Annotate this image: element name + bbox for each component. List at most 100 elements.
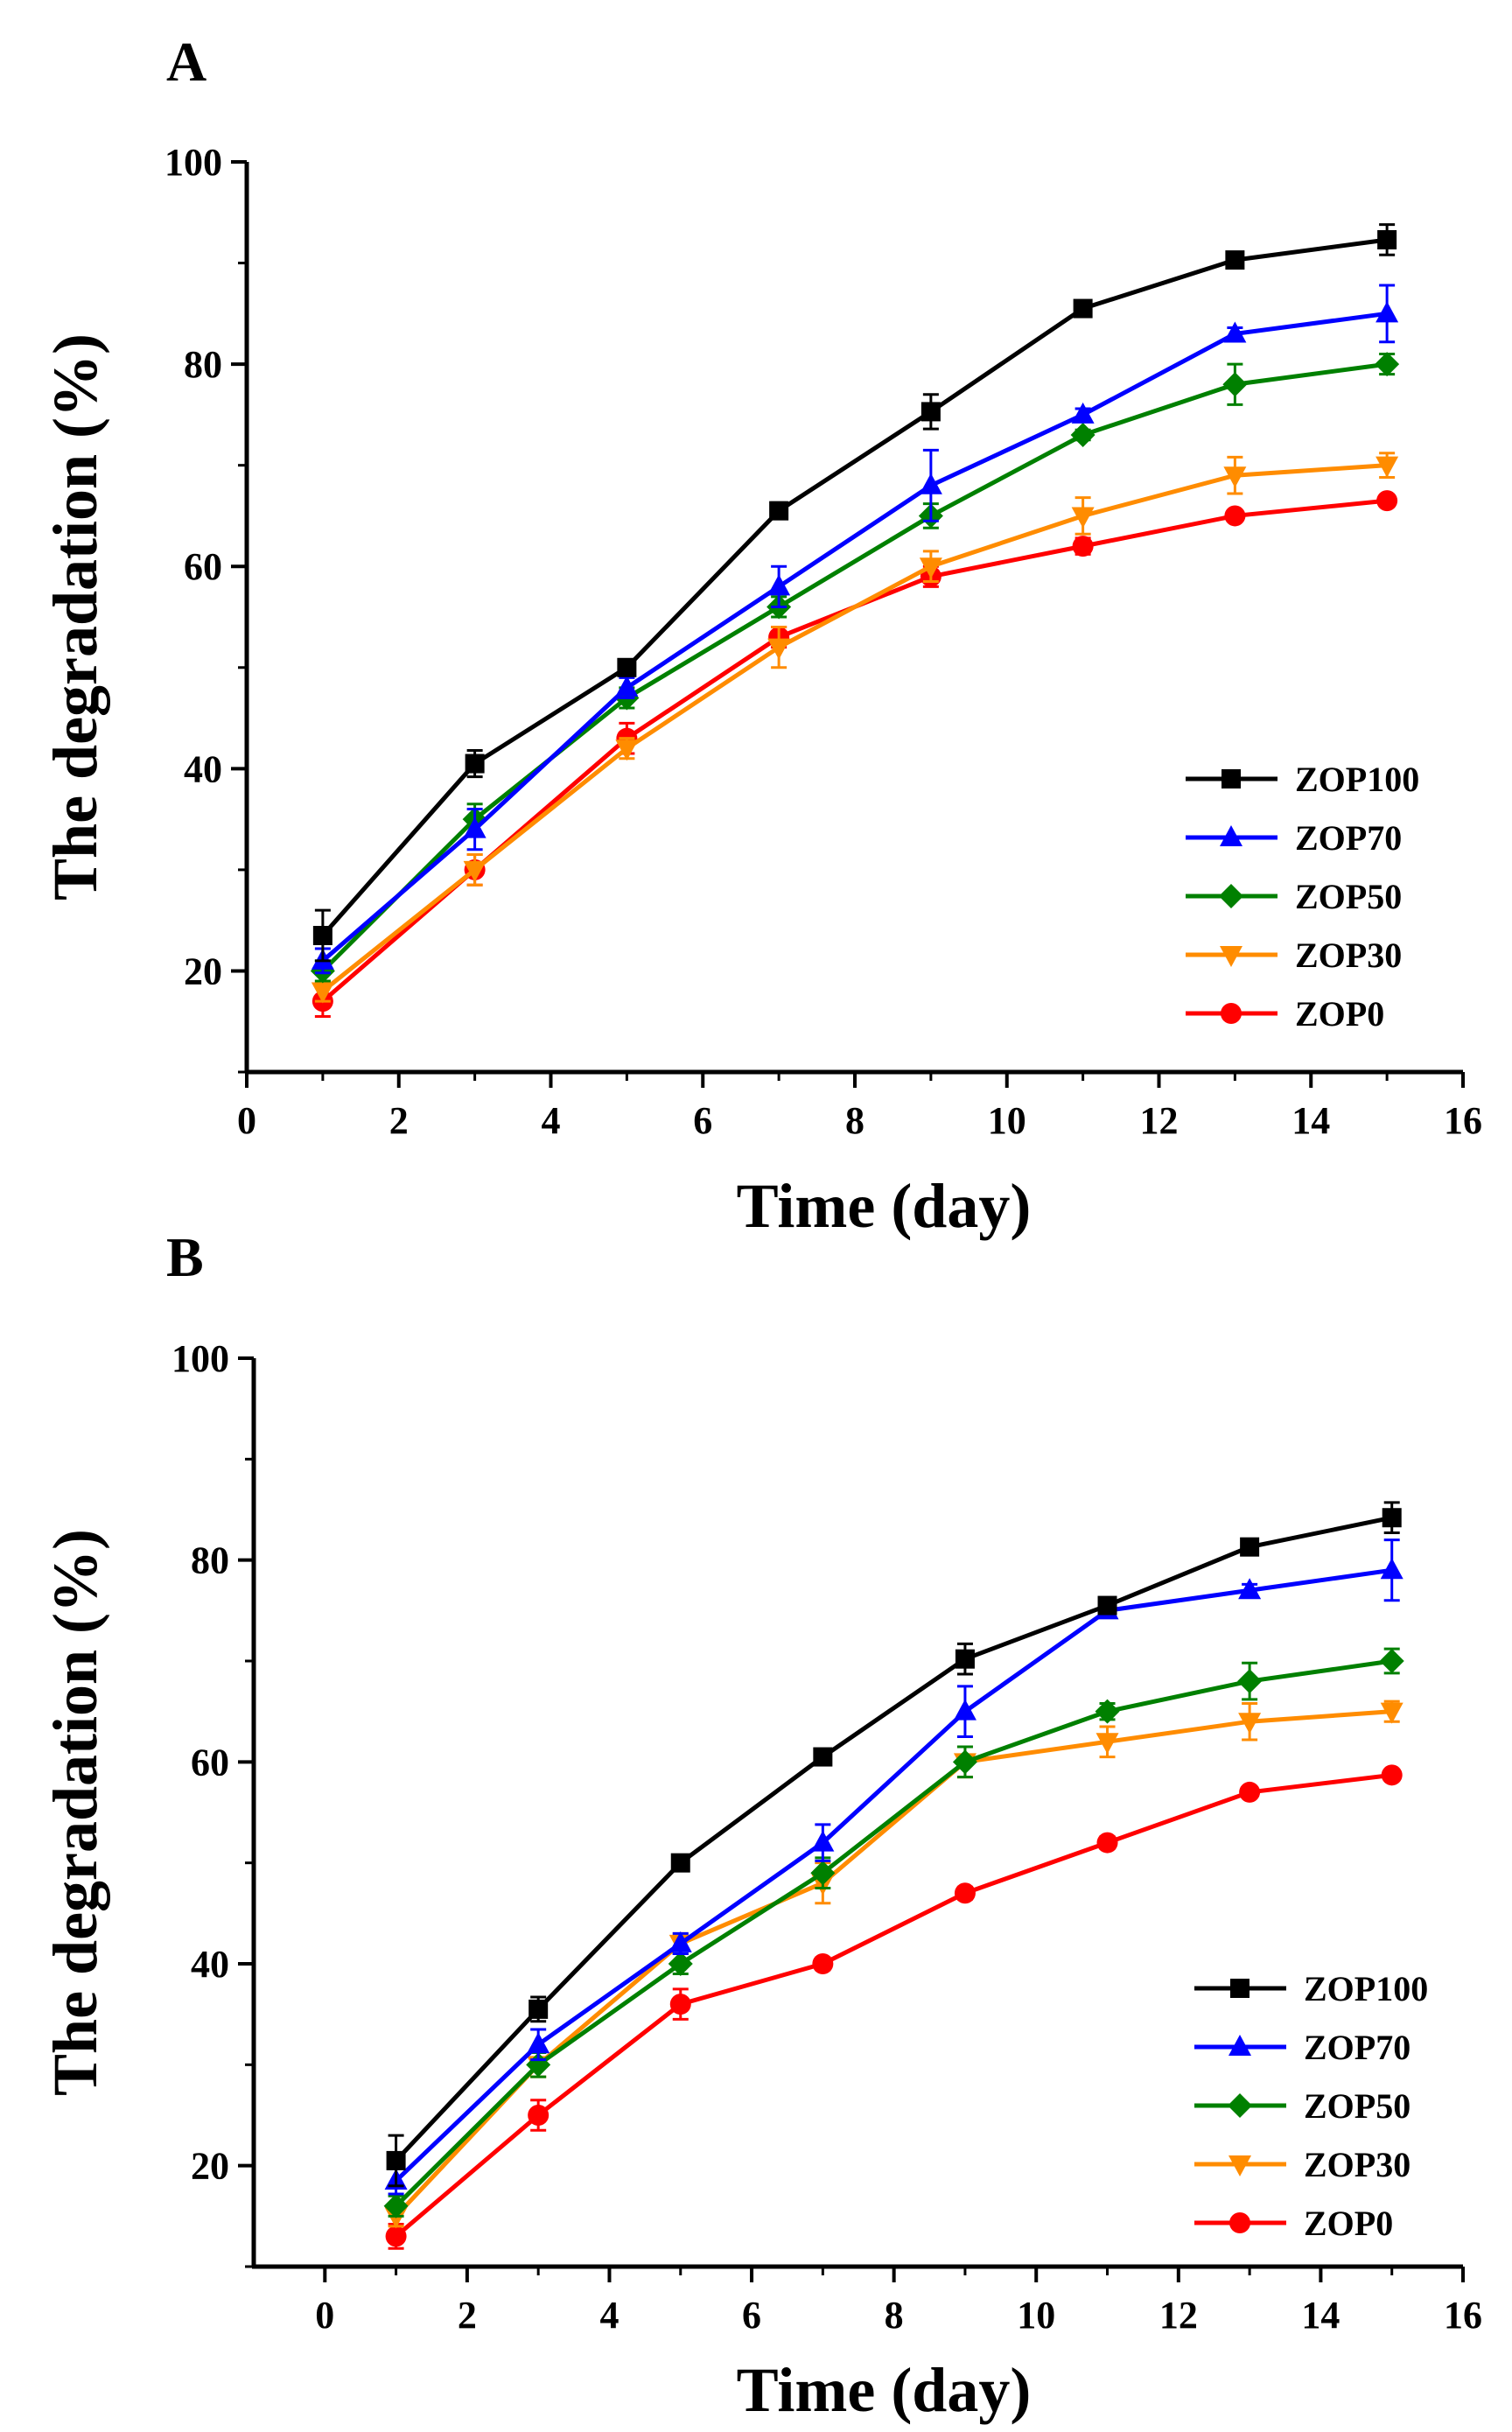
data-point — [668, 1931, 692, 1952]
data-point — [1223, 321, 1247, 343]
data-point — [919, 473, 942, 494]
series-line — [394, 1658, 1393, 2208]
legend-marker-zop70 — [1220, 825, 1242, 846]
data-point — [813, 1747, 833, 1767]
data-point — [669, 1994, 691, 2015]
panel-a: A 0 2 4 6 8 10 12 14 16 20 40 60 80 100 Time (day) The d… — [40, 31, 1482, 1241]
x-tick-label: 14 — [1292, 1099, 1330, 1142]
x-tick-label: 8 — [885, 2294, 904, 2337]
data-point — [1222, 372, 1248, 397]
panel-label: A — [166, 31, 206, 93]
legend-marker-zop30 — [1220, 946, 1242, 967]
data-point — [952, 1749, 977, 1775]
data-point — [920, 402, 941, 422]
legend-label-zop70: ZOP70 — [1304, 2028, 1410, 2067]
data-point — [1225, 250, 1245, 270]
data-point — [811, 1830, 835, 1852]
x-tick-label: 6 — [742, 2294, 761, 2337]
x-tick-label: 0 — [237, 1099, 256, 1142]
data-point — [670, 1853, 690, 1873]
series-line — [321, 463, 1388, 993]
data-point — [1071, 402, 1095, 424]
data-point — [386, 2150, 406, 2170]
y-axis-label: The degradation (%) — [40, 333, 110, 901]
x-tick-label: 6 — [693, 1099, 712, 1142]
data-point — [1376, 456, 1399, 478]
data-point — [1239, 1781, 1261, 1803]
data-point — [1380, 1558, 1404, 1580]
y-tick-label: 20 — [191, 2145, 229, 2188]
legend-label-zop0: ZOP0 — [1295, 994, 1384, 1034]
legend-marker-zop0 — [1221, 1003, 1242, 1024]
data-point — [955, 1649, 975, 1669]
x-tick-label: 4 — [542, 1099, 561, 1142]
legend-marker-zop50 — [1228, 2093, 1252, 2118]
series-zop30 — [311, 452, 1399, 1004]
legend-marker-zop70 — [1228, 2035, 1251, 2056]
data-point — [528, 1999, 549, 2019]
data-point — [528, 2105, 550, 2126]
data-point — [527, 2032, 550, 2054]
legend: ZOP100 ZOP70 ZOP50 ZOP30 ZOP0 — [1194, 1969, 1428, 2243]
data-point — [312, 926, 332, 945]
series-line — [394, 1567, 1393, 2183]
y-tick-label: 60 — [184, 545, 222, 588]
legend-marker-zop100 — [1230, 1979, 1250, 1998]
x-tick-label: 8 — [845, 1099, 864, 1142]
series-line — [321, 237, 1388, 937]
data-point — [767, 638, 791, 660]
legend-marker-zop30 — [1228, 2155, 1251, 2176]
data-point — [954, 1882, 976, 1904]
data-point — [1096, 1832, 1118, 1854]
series-line — [321, 361, 1388, 973]
data-point — [615, 739, 639, 761]
x-tick-label: 2 — [458, 2294, 477, 2337]
data-point — [1073, 298, 1093, 319]
legend-label-zop30: ZOP30 — [1295, 936, 1402, 975]
data-point — [1375, 352, 1400, 377]
y-tick-label: 100 — [164, 141, 222, 184]
legend-marker-zop50 — [1219, 884, 1243, 908]
y-tick-label: 80 — [191, 1539, 229, 1582]
series-line — [394, 1709, 1392, 2218]
data-point — [463, 860, 486, 882]
y-tick-label: 100 — [172, 1337, 229, 1380]
legend-marker-zop0 — [1229, 2212, 1250, 2233]
x-tick-label: 16 — [1444, 2294, 1482, 2337]
data-point — [1240, 1537, 1260, 1557]
x-tick-label: 10 — [1017, 2294, 1055, 2337]
data-point — [617, 657, 637, 677]
data-point — [1071, 507, 1095, 529]
legend-label-zop30: ZOP30 — [1304, 2145, 1410, 2184]
y-axis-label: The degradation (%) — [40, 1529, 110, 2096]
legend: ZOP100 ZOP70 ZOP50 ZOP30 ZOP0 — [1186, 760, 1419, 1034]
data-point — [311, 982, 334, 1004]
x-tick-label: 14 — [1301, 2294, 1340, 2337]
data-point — [1381, 1764, 1403, 1786]
legend-label-zop0: ZOP0 — [1304, 2204, 1393, 2243]
data-point — [1072, 536, 1094, 557]
data-point — [383, 2193, 409, 2218]
x-axis-label: Time (day) — [737, 2355, 1032, 2425]
legend-label-zop100: ZOP100 — [1304, 1969, 1428, 2008]
data-point — [919, 557, 942, 579]
x-tick-label: 2 — [389, 1099, 409, 1142]
x-tick-label: 16 — [1444, 1099, 1482, 1142]
data-point — [1238, 1578, 1262, 1600]
series-zop50 — [310, 352, 1400, 984]
legend-label-zop70: ZOP70 — [1295, 818, 1402, 858]
data-point — [953, 1699, 976, 1721]
data-point — [1376, 301, 1399, 323]
series-zop70 — [384, 1538, 1404, 2196]
data-point — [1238, 1713, 1262, 1735]
data-point — [810, 1861, 836, 1886]
series-zop0 — [385, 1764, 1403, 2250]
data-point — [465, 753, 485, 774]
data-point — [812, 1953, 834, 1974]
y-tick-label: 80 — [184, 343, 222, 386]
series-zop30 — [384, 1700, 1404, 2229]
data-point — [1224, 505, 1246, 527]
y-tick-label: 60 — [191, 1741, 229, 1784]
series-zop100 — [386, 1501, 1402, 2188]
x-axis-label: Time (day) — [737, 1171, 1032, 1241]
